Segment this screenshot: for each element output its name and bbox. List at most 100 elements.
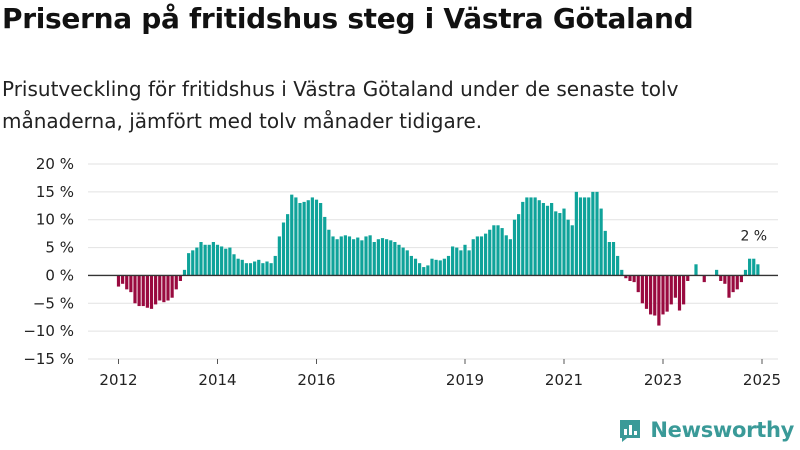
bar bbox=[508, 239, 512, 276]
bar bbox=[467, 250, 471, 276]
bar bbox=[314, 199, 319, 276]
bar bbox=[574, 191, 578, 276]
bar bbox=[500, 228, 504, 276]
bar bbox=[471, 239, 475, 276]
x-tick-label: 2014 bbox=[198, 371, 236, 389]
bar bbox=[665, 275, 669, 312]
bar bbox=[191, 250, 195, 276]
y-tick-label: −5 % bbox=[33, 294, 74, 312]
bar bbox=[199, 242, 203, 276]
bar bbox=[343, 235, 347, 276]
bar bbox=[187, 253, 191, 276]
bar bbox=[550, 203, 554, 276]
bar bbox=[116, 275, 121, 287]
bar bbox=[158, 275, 162, 301]
bar bbox=[319, 203, 323, 276]
bar bbox=[211, 242, 215, 276]
bar bbox=[224, 248, 228, 276]
bar bbox=[616, 255, 620, 276]
bar bbox=[368, 235, 372, 276]
bar bbox=[731, 275, 735, 293]
bar bbox=[228, 247, 232, 276]
bar bbox=[141, 275, 145, 307]
bar bbox=[376, 239, 380, 276]
bar bbox=[521, 201, 525, 276]
bar bbox=[145, 275, 149, 308]
bar bbox=[628, 275, 632, 281]
bar bbox=[409, 255, 413, 276]
bar bbox=[661, 275, 665, 315]
bar bbox=[244, 263, 248, 276]
bar-chart-logo-icon bbox=[620, 420, 641, 442]
bar bbox=[257, 259, 261, 276]
bar bbox=[302, 201, 306, 276]
bar bbox=[529, 197, 533, 276]
bar bbox=[657, 275, 661, 326]
bar bbox=[583, 197, 587, 276]
bar bbox=[215, 244, 220, 276]
y-tick-label: 0 % bbox=[45, 266, 74, 284]
bar bbox=[430, 258, 434, 276]
bar bbox=[137, 275, 141, 307]
bar bbox=[356, 237, 360, 276]
bar bbox=[488, 229, 492, 276]
bar bbox=[129, 275, 133, 293]
bar bbox=[265, 261, 269, 276]
bar bbox=[517, 214, 521, 276]
bar bbox=[426, 265, 430, 276]
bar bbox=[133, 275, 137, 304]
bar bbox=[640, 275, 644, 304]
bar bbox=[723, 275, 727, 284]
bar bbox=[240, 259, 244, 276]
bar bbox=[748, 258, 752, 276]
bar bbox=[442, 258, 446, 276]
bar bbox=[603, 230, 607, 276]
bar bbox=[248, 263, 253, 276]
chart-title: Priserna på fritidshus steg i Västra Göt… bbox=[2, 2, 694, 35]
bar bbox=[525, 197, 529, 276]
bar bbox=[570, 225, 574, 276]
bar bbox=[418, 263, 422, 276]
bar bbox=[479, 236, 484, 276]
bar bbox=[475, 236, 479, 276]
bar bbox=[682, 275, 686, 305]
x-axis-ticks: 2012 2014 2016 2019 2021 2023 2025 bbox=[99, 359, 781, 389]
bar bbox=[451, 246, 455, 276]
bar bbox=[636, 275, 640, 293]
y-axis-ticks: −15 % −10 % −5 % 0 % 5 % 10 % 15 % 20 % bbox=[23, 155, 74, 368]
bar bbox=[352, 239, 356, 276]
bar bbox=[504, 235, 508, 276]
bar bbox=[438, 260, 442, 276]
bar bbox=[719, 275, 723, 281]
bar bbox=[677, 275, 682, 311]
bar bbox=[269, 263, 273, 276]
bar bbox=[545, 205, 550, 276]
y-tick-label: −15 % bbox=[23, 350, 74, 368]
bar bbox=[286, 214, 290, 276]
bar bbox=[385, 239, 389, 276]
bar bbox=[611, 242, 616, 276]
bar bbox=[306, 200, 310, 276]
bars bbox=[116, 191, 760, 326]
bar bbox=[624, 275, 628, 279]
bar bbox=[178, 275, 182, 281]
bar bbox=[397, 244, 401, 276]
brand-logo: Newsworthy bbox=[618, 418, 794, 442]
y-tick-label: 5 % bbox=[45, 239, 74, 257]
bar bbox=[694, 264, 698, 276]
bar bbox=[339, 236, 343, 276]
bar bbox=[653, 275, 657, 316]
bar bbox=[599, 208, 603, 276]
chart-subtitle: Prisutveckling för fritidshus i Västra G… bbox=[2, 77, 679, 133]
bar bbox=[743, 269, 748, 276]
bar bbox=[422, 267, 426, 276]
bar bbox=[752, 258, 756, 276]
bar bbox=[393, 242, 397, 276]
y-tick-label: −10 % bbox=[23, 322, 74, 340]
bar bbox=[273, 255, 277, 276]
y-tick-label: 15 % bbox=[36, 183, 74, 201]
bar bbox=[644, 275, 649, 309]
bar bbox=[380, 238, 385, 276]
bar bbox=[735, 275, 739, 290]
bar bbox=[372, 242, 376, 276]
